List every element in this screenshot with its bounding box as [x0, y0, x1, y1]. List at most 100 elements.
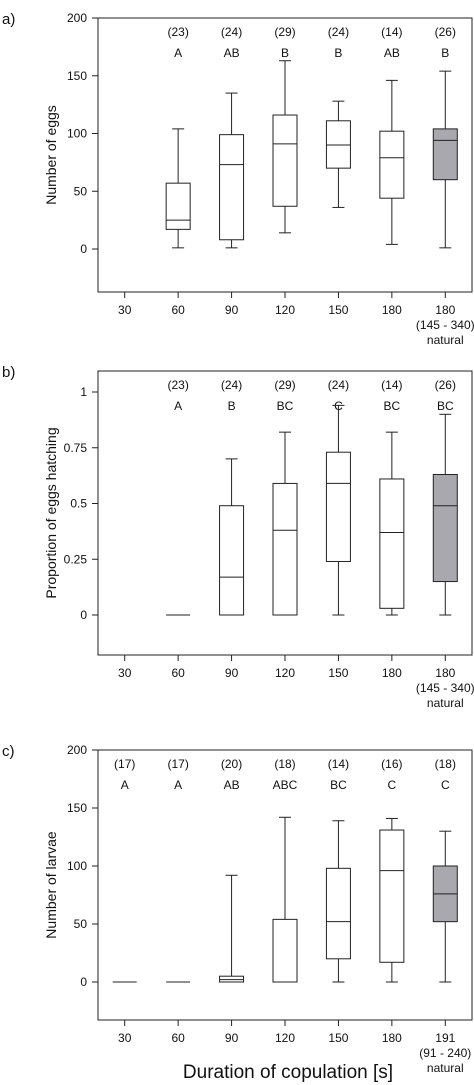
significance-group-label: AB [224, 778, 240, 792]
box [219, 975, 245, 983]
box [165, 182, 191, 230]
sample-size-label: (26) [435, 25, 456, 39]
significance-group-label: A [121, 778, 129, 792]
sample-size-label: (18) [435, 757, 456, 771]
panel-label: c) [2, 743, 15, 760]
significance-group-label: B [281, 46, 289, 60]
significance-group-label: BC [437, 399, 454, 413]
sample-size-label: (26) [435, 378, 456, 392]
significance-group-label: ABC [273, 778, 298, 792]
y-tick-label: 0 [80, 608, 87, 622]
x-tick-label: 90 [225, 1031, 239, 1045]
panel-label: a) [2, 11, 15, 28]
box [272, 114, 298, 207]
x-tick-label: 30 [118, 666, 132, 680]
y-tick-label: 150 [67, 801, 87, 815]
box [219, 134, 245, 241]
x-tick-label: 30 [118, 303, 132, 317]
sample-size-label: (16) [381, 757, 402, 771]
sample-size-label: (29) [274, 25, 295, 39]
sample-size-label: (14) [328, 757, 349, 771]
x-tick-sublabel-natural: natural [427, 1061, 464, 1075]
x-tick-label: 60 [171, 666, 185, 680]
x-tick-sublabel: (91 - 240) [419, 1046, 471, 1060]
panel-c: c) 0 50 100 150 200 Number of larvae 30 (17) A 60 (… [2, 743, 473, 1075]
sample-size-label: (18) [274, 757, 295, 771]
x-tick-label: 90 [225, 303, 239, 317]
significance-group-label: A [174, 46, 182, 60]
significance-group-label: B [334, 46, 342, 60]
box [272, 482, 298, 616]
sample-size-label: (24) [221, 378, 242, 392]
y-tick-label: 100 [67, 859, 87, 873]
y-tick-label: 0.75 [64, 441, 88, 455]
box [432, 474, 458, 583]
sample-size-label: (23) [167, 378, 188, 392]
x-tick-label: 150 [328, 303, 348, 317]
significance-group-label: C [441, 778, 450, 792]
box [219, 505, 245, 616]
x-tick-label: 180 [382, 303, 402, 317]
sample-size-label: (29) [274, 378, 295, 392]
box [325, 867, 351, 960]
sample-size-label: (24) [221, 25, 242, 39]
y-tick-label: 100 [67, 127, 87, 141]
x-tick-label: 30 [118, 1031, 132, 1045]
x-tick-label: 120 [275, 303, 295, 317]
sample-size-label: (14) [381, 378, 402, 392]
x-tick-sublabel: (145 - 340) [416, 318, 474, 332]
y-tick-label: 150 [67, 69, 87, 83]
significance-group-label: AB [224, 46, 240, 60]
x-tick-label: 180 [382, 1031, 402, 1045]
x-tick-label: 180 [435, 666, 455, 680]
y-tick-label: 0.5 [70, 497, 87, 511]
y-axis-label: Proportion of eggs hatching [43, 427, 59, 598]
sample-size-label: (24) [328, 378, 349, 392]
y-tick-label: 50 [74, 917, 88, 931]
x-tick-label: 150 [328, 1031, 348, 1045]
y-tick-label: 1 [80, 385, 87, 399]
box [379, 829, 405, 963]
significance-group-label: BC [330, 778, 347, 792]
significance-group-label: B [228, 399, 236, 413]
sample-size-label: (17) [114, 757, 135, 771]
y-tick-label: 200 [67, 11, 87, 25]
x-tick-label: 191 [435, 1031, 455, 1045]
x-tick-label: 90 [225, 666, 239, 680]
y-tick-label: 50 [74, 184, 88, 198]
x-tick-sublabel-natural: natural [427, 696, 464, 710]
x-tick-label: 180 [435, 303, 455, 317]
panel-b: b) 0 0.25 0.5 0.75 1 Proportion of eggs hatchi… [2, 364, 474, 710]
significance-group-label: BC [277, 399, 294, 413]
significance-group-label: AB [384, 46, 400, 60]
box [379, 478, 405, 609]
box [325, 451, 351, 562]
y-axis-label: Number of eggs [43, 105, 59, 205]
significance-group-label: BC [384, 399, 401, 413]
y-tick-label: 0.25 [64, 552, 88, 566]
sample-size-label: (23) [167, 25, 188, 39]
x-axis-title: Duration of copulation [s] [183, 1062, 393, 1083]
significance-group-label: B [441, 46, 449, 60]
x-tick-label: 120 [275, 666, 295, 680]
sample-size-label: (14) [381, 25, 402, 39]
x-tick-label: 60 [171, 303, 185, 317]
x-tick-label: 120 [275, 1031, 295, 1045]
y-tick-label: 0 [80, 975, 87, 989]
x-tick-sublabel-natural: natural [427, 333, 464, 347]
panel-a: a) 0 50 100 150 200 Number of eggs 30 60 (23) A 90 (… [2, 11, 474, 347]
y-tick-label: 200 [67, 743, 87, 757]
y-axis-label: Number of larvae [43, 831, 59, 939]
box [432, 128, 458, 181]
box [379, 130, 405, 199]
x-tick-label: 60 [171, 1031, 185, 1045]
significance-group-label: A [174, 399, 182, 413]
sample-size-label: (24) [328, 25, 349, 39]
sample-size-label: (17) [167, 757, 188, 771]
box [272, 918, 298, 983]
x-tick-label: 150 [328, 666, 348, 680]
sample-size-label: (20) [221, 757, 242, 771]
significance-group-label: A [174, 778, 182, 792]
x-tick-sublabel: (145 - 340) [416, 681, 474, 695]
